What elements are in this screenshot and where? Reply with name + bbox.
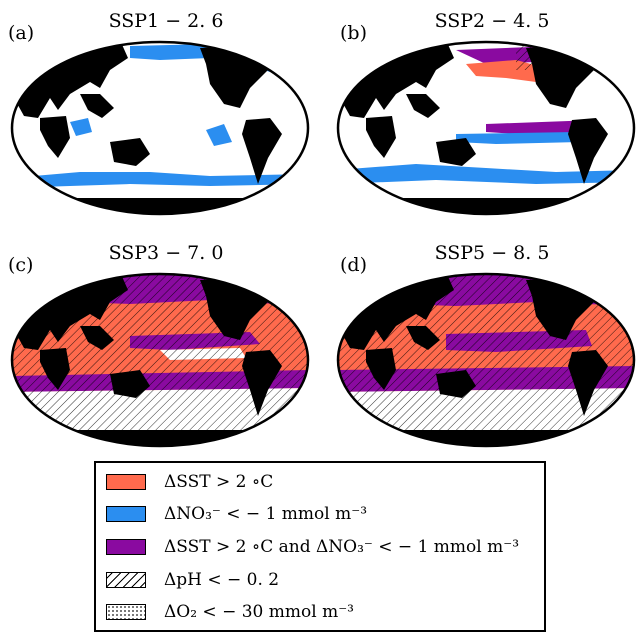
panel-c-letter: (c) [8,254,34,276]
no3-south-band [338,164,634,184]
o2-dot-swatch [106,604,146,620]
legend-label-ph: ΔpH < − 0. 2 [164,570,280,590]
map-outline [10,40,310,216]
no3-arabian [70,118,92,136]
no3-peru [206,124,232,146]
legend-item-sst: ΔSST > 2 ∘C [106,471,273,493]
panel-b-letter: (b) [340,22,367,44]
panel-b-title: SSP2 − 4. 5 [434,10,550,32]
both-swatch [106,539,146,555]
legend-item-both: ΔSST > 2 ∘C and ΔNO₃⁻ < − 1 mmol m⁻³ [106,536,519,558]
map-outline [336,272,636,448]
map-outline [10,272,310,448]
sst-swatch [106,474,146,490]
map-outline [336,40,636,216]
ph-hatch-swatch [106,572,146,588]
legend-item-ph: ΔpH < − 0. 2 [106,569,279,591]
map-ssp2-45 [336,40,636,216]
map-ssp3-70 [10,272,310,448]
legend-label-o2: ΔO₂ < − 30 mmol m⁻³ [164,602,354,622]
legend: ΔSST > 2 ∘C ΔNO₃⁻ < − 1 mmol m⁻³ ΔSST > … [94,461,546,632]
legend-item-o2: ΔO₂ < − 30 mmol m⁻³ [106,601,354,623]
panel-a-title: SSP1 − 2. 6 [108,10,224,32]
no3-swatch [106,506,146,522]
legend-item-no3: ΔNO₃⁻ < − 1 mmol m⁻³ [106,503,367,525]
panel-c-title: SSP3 − 7. 0 [108,242,224,264]
no3-eq-pacific [456,132,580,144]
map-ssp1-26 [10,40,310,216]
panel-d-letter: (d) [340,254,367,276]
map-ssp5-85 [336,272,636,448]
legend-label-no3: ΔNO₃⁻ < − 1 mmol m⁻³ [164,504,368,524]
no3-south-band [12,172,308,188]
panel-a-letter: (a) [8,22,35,44]
legend-label-both: ΔSST > 2 ∘C and ΔNO₃⁻ < − 1 mmol m⁻³ [164,537,520,557]
legend-label-sst: ΔSST > 2 ∘C [164,472,274,492]
panel-d-title: SSP5 − 8. 5 [434,242,550,264]
